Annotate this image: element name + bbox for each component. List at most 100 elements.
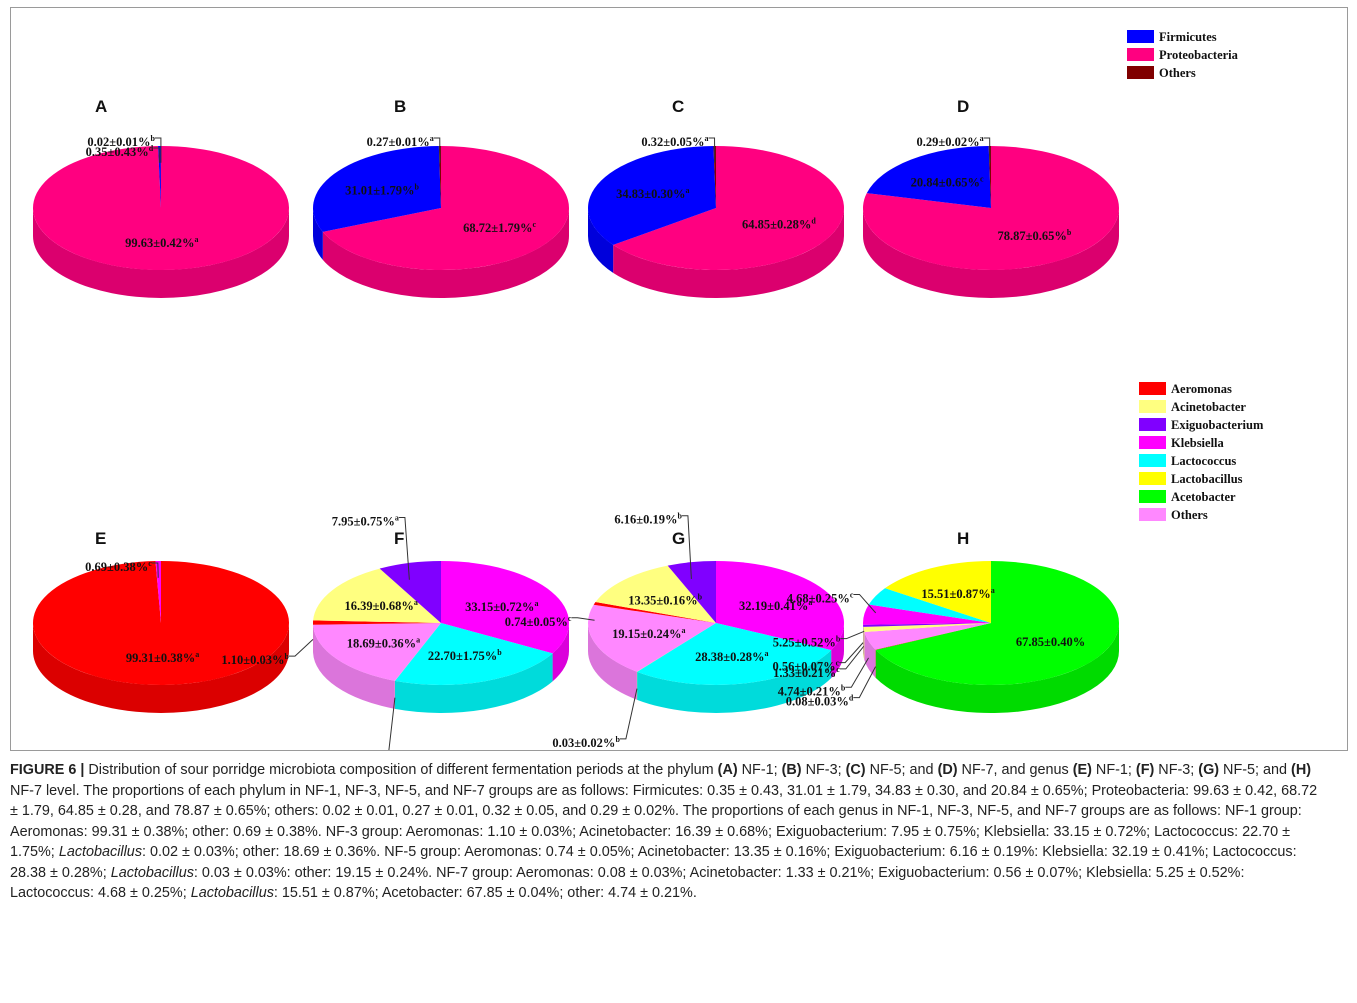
caption-italic-2: Lactobacillus xyxy=(110,864,194,881)
pie-slice-lactobacillus xyxy=(636,623,716,672)
panel-letter-g: G xyxy=(672,529,685,548)
pie-slice-firmicutes xyxy=(313,146,441,232)
caption-ref-e: (E) xyxy=(1072,762,1092,778)
caption-text-9: NF-7 level. The proportions of each phyl… xyxy=(10,782,1318,861)
slice-value-label: 13.35±0.16%b xyxy=(628,592,702,607)
slice-value-label: 0.02±0.01%b xyxy=(87,134,155,149)
slice-value: 0.03±0.02% xyxy=(552,736,615,750)
pie-slice-lactobacillus xyxy=(885,561,991,623)
pie-slice-lactococcus xyxy=(637,623,832,685)
pie-slice-klebsiella xyxy=(441,561,569,654)
slice-value-label: 67.85±0.40% xyxy=(1016,635,1085,649)
pie-c: 64.85±0.28%d34.83±0.30%a0.32±0.05%a xyxy=(587,134,844,298)
pie-slice-firmicutes xyxy=(158,146,161,208)
pie-slice-exiguobacterium xyxy=(379,561,441,623)
slice-value-label: 68.72±1.79%c xyxy=(463,220,536,235)
legend-label: Lactococcus xyxy=(1171,454,1236,468)
leader-line xyxy=(151,562,159,578)
leader-line xyxy=(153,147,160,163)
slice-significance: a xyxy=(195,650,199,659)
legend-label: Others xyxy=(1171,508,1208,522)
slice-significance: a xyxy=(681,626,685,635)
panel-letter-e: E xyxy=(95,529,106,548)
legend-swatch xyxy=(1139,382,1166,395)
slice-value-label: 99.63±0.42%a xyxy=(125,235,198,250)
legend-swatch xyxy=(1139,490,1166,503)
legend-genus: Aeromonas Acinetobacter Exiguobacterium Kle… xyxy=(1139,382,1264,522)
leader-line xyxy=(839,642,864,664)
slice-value-label: 31.01±1.79%b xyxy=(345,182,419,197)
pie-slice-klebsiella xyxy=(862,604,991,625)
pie-slice-lactobacillus xyxy=(394,623,441,681)
caption-text-10: : 0.02 ± 0.03%; other: 18.69 ± 0.36%. NF… xyxy=(10,844,1297,881)
slice-value-label: 64.85±0.28%d xyxy=(742,216,816,231)
slice-significance: a xyxy=(991,586,995,595)
slice-value: 6.16±0.19% xyxy=(614,513,677,527)
pie-h: 67.85±0.40%0.08±0.03%d4.74±0.21%b1.33±0.… xyxy=(772,561,1119,713)
legend-swatch xyxy=(1139,508,1166,521)
legend-label: Acetobacter xyxy=(1171,490,1236,504)
leader-line xyxy=(839,645,865,670)
slice-significance: c xyxy=(532,220,536,229)
slice-value-label: 0.74±0.05%c xyxy=(505,614,572,629)
pie-slice-others xyxy=(988,146,991,208)
slice-value: 20.84±0.65% xyxy=(911,175,980,189)
slice-significance: a xyxy=(395,513,399,522)
pie-slice-firmicutes xyxy=(587,146,716,245)
slice-value-label: 4.68±0.25%c xyxy=(787,590,854,605)
legend-label: Proteobacteria xyxy=(1159,48,1239,62)
caption-ref-d: (D) xyxy=(937,762,958,778)
slice-significance: a xyxy=(414,598,418,607)
slice-value-label: 0.29±0.02%a xyxy=(917,134,984,149)
legend-swatch xyxy=(1127,66,1154,79)
slice-value: 16.39±0.68% xyxy=(345,599,414,613)
caption-label: FIGURE 6 | xyxy=(10,762,85,778)
slice-value-label: 15.51±0.87%a xyxy=(921,586,994,601)
legend-label: Lactobacillus xyxy=(1171,472,1243,486)
legend-label: Exiguobacterium xyxy=(1171,418,1264,432)
slice-value: 33.15±0.72% xyxy=(465,600,534,614)
leader-line xyxy=(983,137,991,163)
pie-slice-klebsiella xyxy=(716,561,844,651)
legend-swatch xyxy=(1127,48,1154,61)
caption-text-5: NF-7, and genus xyxy=(957,762,1073,778)
legend-label: Acinetobacter xyxy=(1171,400,1246,414)
slice-value: 1.33±0.21% xyxy=(773,666,836,680)
caption-italic-3: Lactobacillus xyxy=(190,885,274,901)
pie-f: 33.15±0.72%a22.70±1.75%b0.02±0.03%b18.69… xyxy=(221,513,569,750)
slice-value: 19.15±0.24% xyxy=(612,627,681,641)
legend-swatch xyxy=(1139,472,1166,485)
pie-side-others xyxy=(313,624,395,709)
caption-text-6: NF-1; xyxy=(1091,762,1136,778)
pie-slice-acinetobacter xyxy=(313,568,441,623)
caption-ref-c: (C) xyxy=(845,762,866,778)
slice-value: 0.74±0.05% xyxy=(505,615,568,629)
pie-slice-aeromonas xyxy=(875,623,991,650)
pie-slice-aeromonas xyxy=(593,602,716,623)
leader-line xyxy=(619,688,638,740)
slice-significance: d xyxy=(849,694,854,703)
slice-value-label: 4.74±0.21%b xyxy=(778,683,846,698)
pie-slice-firmicutes xyxy=(866,146,991,208)
panel-letter-f: F xyxy=(394,529,404,548)
pie-slice-others xyxy=(713,146,716,208)
pie-slice-proteobacteria xyxy=(32,146,289,270)
leader-line xyxy=(154,137,162,163)
caption-text-7: NF-3; xyxy=(1154,762,1199,778)
pie-slice-proteobacteria xyxy=(322,146,570,270)
leader-line xyxy=(708,137,716,163)
slice-value: 4.74±0.21% xyxy=(778,684,841,698)
legend-label: Others xyxy=(1159,66,1196,80)
pie-slice-acinetobacter xyxy=(863,623,991,633)
slice-value: 15.51±0.87% xyxy=(921,587,990,601)
caption-text-11: : 0.03 ± 0.03%: other: 19.15 ± 0.24%. NF… xyxy=(10,864,1245,902)
slice-significance: b xyxy=(285,652,290,661)
slice-significance: a xyxy=(430,134,434,143)
legend-phylum: Firmicutes Proteobacteria Others xyxy=(1127,30,1239,80)
slice-value-label: 33.15±0.72%a xyxy=(465,599,538,614)
caption-text-12: : 15.51 ± 0.87%; Acetobacter: 67.85 ± 0.… xyxy=(273,885,697,901)
panel-letter-d: D xyxy=(957,97,969,116)
panel-letter-h: H xyxy=(957,529,969,548)
slice-significance: a xyxy=(416,636,420,645)
caption-text-2: NF-1; xyxy=(737,762,782,778)
